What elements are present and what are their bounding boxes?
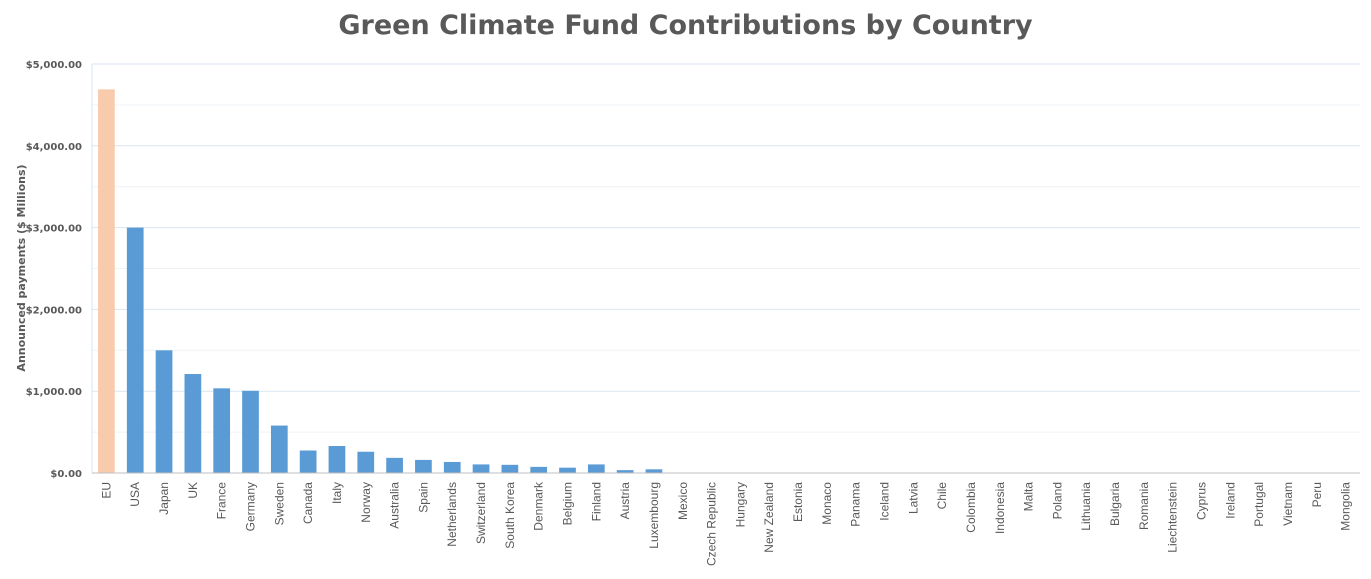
x-tick-label: Mexico [676, 482, 690, 520]
x-tick-label: Peru [1310, 482, 1324, 507]
x-tick-label: France [215, 482, 229, 520]
bar-eu [98, 89, 115, 473]
x-tick-label: South Korea [503, 482, 517, 549]
x-tick-label: Colombia [964, 482, 978, 533]
x-tick-label: Panama [849, 482, 863, 527]
x-tick-label: Italy [330, 482, 344, 504]
x-tick-label: Portugal [1252, 482, 1266, 527]
x-tick-label: Vietnam [1281, 482, 1295, 526]
bar-usa [126, 227, 144, 473]
bar-switzerland [472, 464, 490, 473]
bar-canada [299, 450, 317, 473]
x-tick-label: Spain [416, 482, 430, 513]
bar-finland [587, 464, 605, 473]
bar-belgium [559, 467, 576, 473]
x-tick-label: Hungary [733, 482, 747, 527]
x-tick-label: Indonesia [993, 482, 1007, 534]
y-tick-label: $3,000.00 [26, 224, 82, 235]
x-tick-label: Switzerland [474, 482, 488, 544]
y-tick-label: $0.00 [50, 469, 82, 480]
bar-france [213, 388, 231, 473]
bar-netherlands [443, 461, 461, 473]
x-tick-label: Malta [1022, 482, 1036, 512]
bar-south-korea [501, 464, 519, 473]
bar-sweden [270, 425, 288, 473]
x-tick-label: Estonia [791, 482, 805, 522]
x-tick-label: Germany [244, 482, 258, 531]
x-tick-label: Chile [935, 482, 949, 510]
x-tick-label: Finland [589, 482, 603, 521]
bar-germany [242, 390, 259, 473]
bar-australia [386, 457, 403, 473]
x-tick-label: Norway [359, 482, 373, 523]
x-tick-label: Japan [157, 482, 171, 515]
x-tick-label: Mongolia [1339, 482, 1353, 531]
bar-italy [328, 446, 346, 473]
bar-spain [415, 459, 432, 473]
x-tick-label: Denmark [532, 481, 546, 531]
x-tick-label: UK [186, 482, 200, 499]
x-tick-label: Canada [301, 482, 315, 524]
y-tick-label: $4,000.00 [26, 142, 82, 153]
x-tick-label: Cyprus [1195, 482, 1209, 520]
x-tick-label: New Zealand [762, 482, 776, 553]
bar-austria [616, 470, 634, 473]
x-tick-label: Bulgaria [1108, 482, 1122, 526]
x-tick-label: Austria [618, 482, 632, 520]
bar-norway [357, 451, 375, 473]
x-tick-label: Liechtenstein [1166, 482, 1180, 553]
x-tick-label: Sweden [272, 482, 286, 525]
x-tick-label: Lithuania [1079, 482, 1093, 531]
x-tick-label: Luxembourg [647, 482, 661, 549]
x-tick-label: Ireland [1223, 482, 1237, 519]
bar-luxembourg [645, 469, 663, 473]
y-tick-label: $1,000.00 [26, 387, 82, 398]
bar-japan [155, 350, 173, 473]
x-tick-label: USA [128, 482, 142, 507]
bar-denmark [530, 466, 548, 473]
x-tick-label: Romania [1137, 482, 1151, 530]
chart-title: Green Climate Fund Contributions by Coun… [338, 10, 1033, 41]
x-tick-label: Monaco [820, 482, 834, 525]
x-tick-label: Latvia [906, 482, 920, 514]
y-tick-label: $2,000.00 [26, 305, 82, 316]
x-tick-label: Poland [1050, 482, 1064, 519]
x-tick-label: Netherlands [445, 482, 459, 547]
x-tick-label: Czech Republic [705, 482, 719, 566]
x-tick-label: Belgium [561, 482, 575, 525]
bar-uk [184, 374, 202, 473]
y-tick-label: $5,000.00 [26, 60, 82, 71]
x-tick-label: Iceland [878, 482, 892, 521]
x-tick-label: Australia [388, 482, 402, 529]
x-tick-label: EU [99, 482, 113, 499]
